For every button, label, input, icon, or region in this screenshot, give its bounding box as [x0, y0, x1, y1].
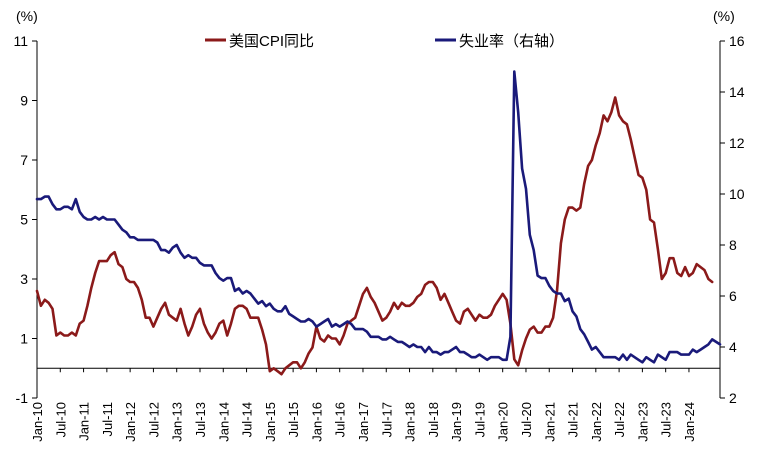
legend-label-cpi: 美国CPI同比 [229, 33, 314, 50]
x-tick-label: Jul-15 [286, 402, 301, 437]
y-right-tick-label: 14 [729, 84, 745, 100]
y-left-tick-label: 1 [20, 331, 28, 347]
x-tick-label: Jul-11 [100, 402, 115, 436]
x-tick-label: Jan-18 [403, 402, 418, 442]
x-tick-label: Jan-17 [356, 402, 371, 442]
y-left-tick-label: -1 [16, 390, 29, 406]
legend: 美国CPI同比 失业率（右轴） [205, 33, 564, 50]
x-tick-label: Jan-22 [589, 402, 604, 442]
series-layer [35, 70, 722, 376]
y-unit-right: (%) [713, 8, 735, 24]
series-line-cpi [35, 96, 714, 376]
x-tick-label: Jan-10 [30, 402, 45, 442]
x-tick-label: Jan-11 [77, 402, 92, 441]
legend-label-unemployment: 失业率（右轴） [459, 33, 564, 50]
y-left-tick-label: 11 [13, 33, 28, 49]
tick-labels: -1 1 3 5 7 9 11 2 4 6 8 10 12 14 16 Jan-10 Jul-10 Jan-11 J… [13, 33, 744, 442]
y-right-tick-label: 8 [729, 237, 737, 253]
x-tick-label: Jul-22 [612, 402, 627, 437]
legend-item-unemployment: 失业率（右轴） [435, 33, 564, 50]
x-tick-label: Jan-12 [123, 402, 138, 442]
series-line-unemployment [35, 70, 722, 364]
x-tick-label: Jan-15 [263, 402, 278, 442]
y-right-tick-label: 12 [729, 135, 745, 151]
y-right-tick-label: 2 [729, 390, 737, 406]
axes [32, 40, 725, 399]
x-tick-label: Jan-20 [496, 402, 511, 442]
y-right-tick-label: 4 [729, 339, 737, 355]
x-tick-label: Jan-19 [449, 402, 464, 442]
x-tick-label: Jul-12 [146, 402, 161, 437]
y-right-tick-label: 10 [729, 186, 745, 202]
x-tick-label: Jan-24 [682, 402, 697, 442]
y-left-tick-label: 5 [20, 212, 28, 228]
x-tick-label: Jul-23 [659, 402, 674, 437]
y-right-tick-label: 6 [729, 288, 737, 304]
x-tick-label: Jul-19 [472, 402, 487, 437]
x-tick-label: Jan-21 [542, 402, 557, 442]
x-tick-label: Jan-16 [309, 402, 324, 442]
x-tick-label: Jan-14 [216, 402, 231, 442]
y-unit-left: (%) [16, 8, 38, 24]
y-left-tick-label: 3 [20, 271, 28, 287]
x-tick-label: Jan-13 [170, 402, 185, 442]
legend-item-cpi: 美国CPI同比 [205, 33, 314, 50]
x-tick-label: Jan-23 [635, 402, 650, 442]
x-tick-label: Jul-21 [566, 402, 581, 437]
x-tick-label: Jul-14 [240, 402, 255, 437]
x-tick-label: Jul-16 [333, 402, 348, 437]
x-tick-label: Jul-17 [379, 402, 394, 437]
x-tick-label: Jul-20 [519, 402, 534, 437]
x-tick-label: Jul-13 [193, 402, 208, 437]
y-right-tick-label: 16 [729, 33, 745, 49]
x-tick-label: Jul-18 [426, 402, 441, 437]
y-left-tick-label: 9 [20, 93, 28, 109]
x-tick-label: Jul-10 [53, 402, 68, 437]
y-left-tick-label: 7 [20, 152, 28, 168]
